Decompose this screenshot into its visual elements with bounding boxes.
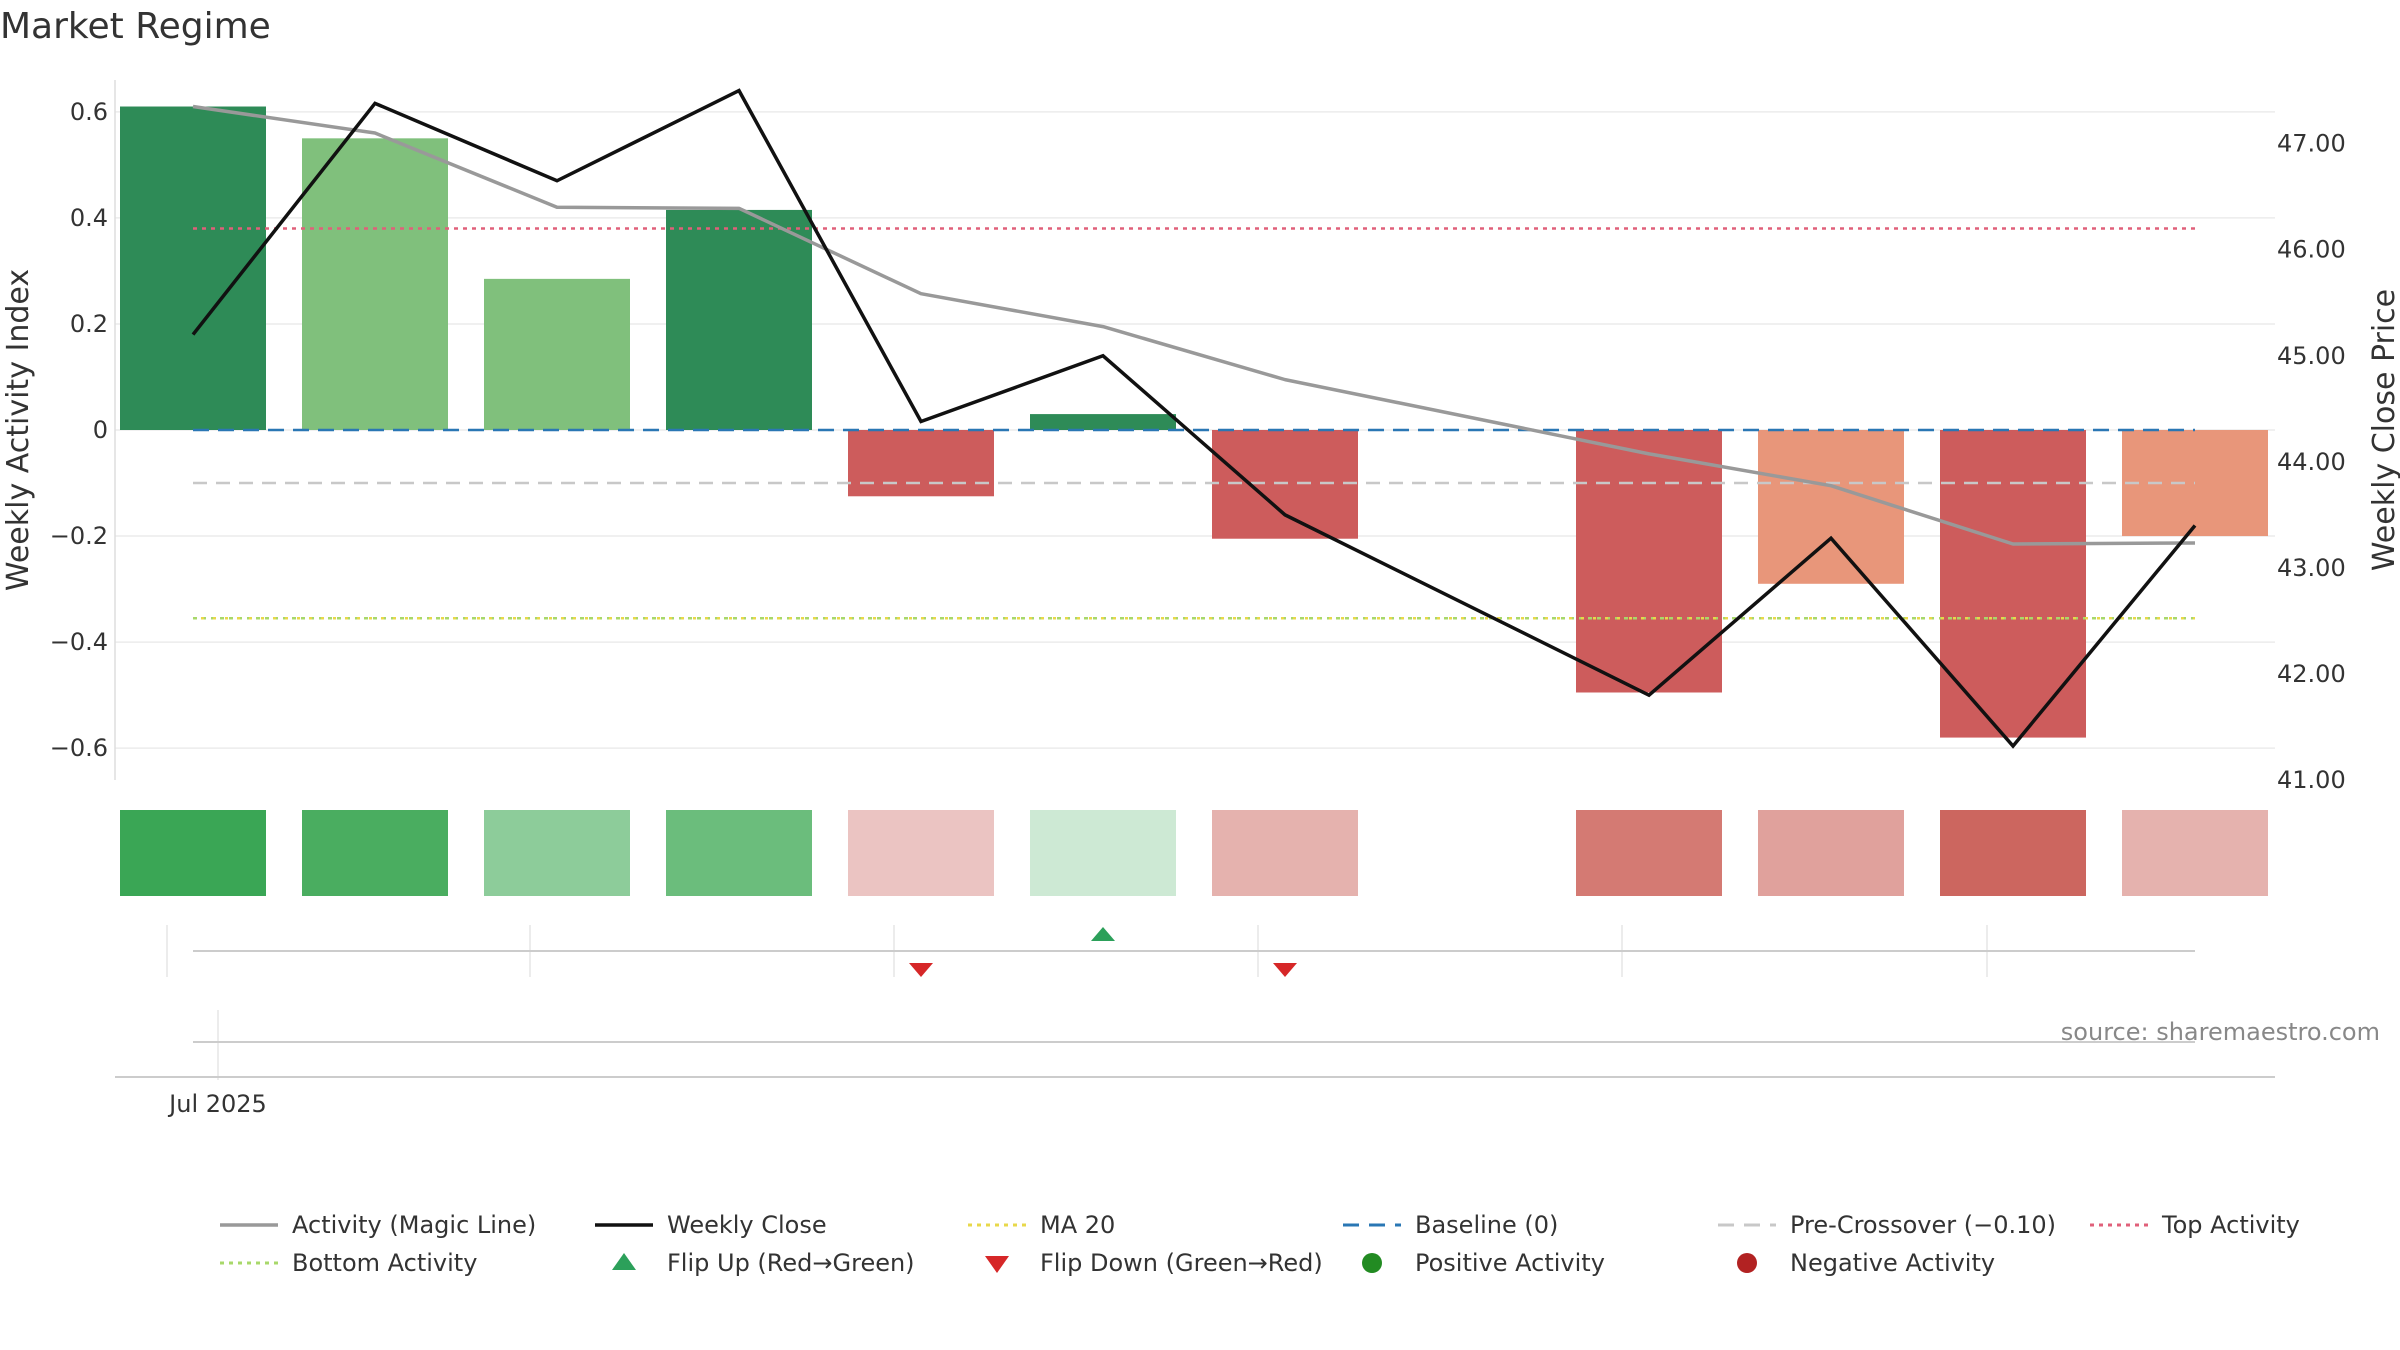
magic-line <box>192 104 2196 546</box>
reference-lines <box>193 227 2195 620</box>
activity-bar <box>120 106 266 431</box>
legend-label: Bottom Activity <box>292 1249 477 1277</box>
legend-label: Positive Activity <box>1415 1249 1605 1277</box>
y2-tick-label: 45.00 <box>2277 342 2346 370</box>
date-axis-panel: Jul 2025 <box>115 1010 2275 1118</box>
x-tick-label: Jul 2025 <box>167 1090 267 1118</box>
activity-bar <box>848 430 994 497</box>
regime-strip-cell <box>1576 810 1722 896</box>
regime-strip-cell <box>302 810 448 896</box>
y2-tick-label: 43.00 <box>2277 554 2346 582</box>
legend-entry: Pre-Crossover (−0.10) <box>1718 1211 2056 1239</box>
legend-swatch <box>1737 1253 1757 1273</box>
regime-strip-cell <box>484 810 630 896</box>
regime-strip-cell <box>120 810 266 896</box>
y2-tick-label: 47.00 <box>2277 130 2346 158</box>
y-tick-label: 0 <box>93 416 108 444</box>
activity-bar <box>1030 414 1176 430</box>
legend-label: Weekly Close <box>667 1211 827 1239</box>
regime-strip-cell <box>666 810 812 896</box>
legend-entry: MA 20 <box>968 1211 1115 1239</box>
series-lines <box>191 88 2197 749</box>
regime-strip <box>120 810 2268 896</box>
chart-title: Market Regime <box>0 6 271 47</box>
legend-swatch <box>1362 1253 1382 1273</box>
activity-bar <box>1758 430 1904 584</box>
legend-entry: Bottom Activity <box>220 1249 477 1277</box>
y-tick-label: −0.4 <box>50 628 108 656</box>
activity-bar <box>1940 430 2086 738</box>
flip-down-marker <box>909 963 933 977</box>
legend-label: MA 20 <box>1040 1211 1115 1239</box>
legend-entry: Top Activity <box>2090 1211 2300 1239</box>
flip-down-marker <box>1273 963 1297 977</box>
y-tick-label: −0.2 <box>50 522 108 550</box>
legend-label: Negative Activity <box>1790 1249 1995 1277</box>
activity-bars <box>120 106 2268 738</box>
legend-swatch <box>985 1256 1009 1273</box>
regime-strip-cell <box>1212 810 1358 896</box>
y-tick-label: 0.4 <box>70 204 108 232</box>
legend-entry: Positive Activity <box>1362 1249 1605 1277</box>
regime-strip-cell <box>848 810 994 896</box>
legend-label: Flip Up (Red→Green) <box>667 1249 915 1277</box>
activity-bar <box>484 278 630 430</box>
y-tick-label: −0.6 <box>50 734 108 762</box>
legend: Activity (Magic Line) Weekly Close MA 20 Ba… <box>220 1211 2300 1277</box>
flip-markers-panel <box>166 925 2195 977</box>
legend-entry: Negative Activity <box>1737 1249 1995 1277</box>
legend-label: Flip Down (Green→Red) <box>1040 1249 1323 1277</box>
legend-label: Baseline (0) <box>1415 1211 1558 1239</box>
y2-tick-label: 44.00 <box>2277 448 2346 476</box>
activity-bar <box>302 138 448 431</box>
legend-entry: Flip Down (Green→Red) <box>985 1249 1323 1277</box>
y2-tick-label: 46.00 <box>2277 236 2346 264</box>
axes: −0.6 −0.4 −0.2 0 0.2 0.4 0.6 41.00 42.00 43.00 44.… <box>50 80 2346 794</box>
regime-strip-cell <box>1940 810 2086 896</box>
y2-axis-label: Weekly Close Price <box>2367 289 2400 571</box>
legend-entry: Weekly Close <box>595 1211 827 1239</box>
flip-up-marker <box>1091 927 1115 941</box>
legend-label: Activity (Magic Line) <box>292 1211 536 1239</box>
activity-bar <box>1576 430 1722 693</box>
legend-label: Top Activity <box>2161 1211 2300 1239</box>
legend-entry: Baseline (0) <box>1343 1211 1558 1239</box>
legend-entry: Flip Up (Red→Green) <box>612 1249 915 1277</box>
legend-swatch <box>612 1253 636 1270</box>
activity-bar <box>666 209 812 430</box>
weekly-close-line <box>191 88 2197 749</box>
legend-entry: Activity (Magic Line) <box>220 1211 536 1239</box>
activity-bar <box>1212 430 1358 539</box>
y-tick-label: 0.2 <box>70 310 108 338</box>
legend-label: Pre-Crossover (−0.10) <box>1790 1211 2056 1239</box>
y2-tick-label: 42.00 <box>2277 660 2346 688</box>
regime-strip-cell <box>1758 810 1904 896</box>
y-axis-label: Weekly Activity Index <box>1 269 36 591</box>
y-tick-label: 0.6 <box>70 98 108 126</box>
source-credit: source: sharemaestro.com <box>2061 1018 2380 1046</box>
regime-strip-cell <box>2122 810 2268 896</box>
regime-strip-cell <box>1030 810 1176 896</box>
y2-tick-label: 41.00 <box>2277 766 2346 794</box>
